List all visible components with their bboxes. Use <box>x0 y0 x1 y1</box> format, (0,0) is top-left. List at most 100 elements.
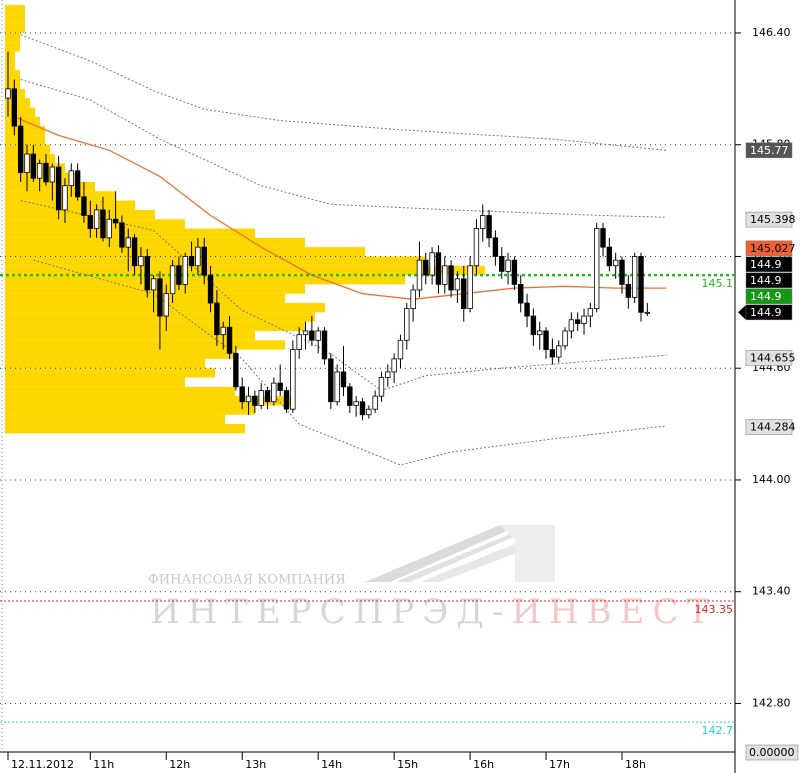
candle-body <box>404 308 410 341</box>
y-tick-label: 143.40 <box>752 585 791 598</box>
profile-bar <box>5 349 235 359</box>
candle-body <box>315 330 321 341</box>
candle-body <box>524 302 530 317</box>
candle-body <box>5 88 11 99</box>
profile-bar <box>5 228 255 238</box>
y-tick-label: 144.00 <box>752 473 791 486</box>
candle-body <box>353 401 359 406</box>
candle-body <box>448 265 454 291</box>
overlay-line <box>20 34 667 151</box>
candle-body <box>188 256 195 267</box>
level-label: 142.7 <box>702 724 734 737</box>
candle-body <box>397 339 404 360</box>
candle-body <box>328 358 334 403</box>
candle-body <box>467 265 473 310</box>
profile-bar <box>5 200 135 210</box>
candle-body <box>347 386 353 406</box>
candle-body <box>81 196 87 216</box>
price-marker: 145.77 <box>745 142 793 159</box>
candle-body <box>125 237 131 248</box>
profile-bar <box>5 5 25 15</box>
y-tick-label: 142.80 <box>752 696 791 709</box>
price-marker: 145.027 <box>745 240 796 257</box>
candle-body <box>271 382 277 403</box>
x-tick-label: 12h <box>169 758 190 771</box>
candle-body <box>119 222 125 248</box>
candle-body <box>499 256 505 272</box>
candle-body <box>442 265 448 285</box>
candle-body <box>410 289 416 310</box>
candle-body <box>385 371 391 378</box>
candle-body <box>201 246 207 276</box>
watermark-logo <box>365 525 555 582</box>
watermark-company: ФИНАНСОВАЯ КОМПАНИЯ <box>148 573 346 588</box>
marker-box <box>745 142 793 159</box>
candle-body <box>593 228 600 310</box>
watermark-name-2: ИНВЕСТ <box>511 592 717 632</box>
candle-body <box>359 401 366 416</box>
candle-body <box>264 390 271 403</box>
candle-body <box>372 395 378 410</box>
candle-body <box>252 395 258 406</box>
overlay-line <box>14 116 667 300</box>
profile-bar <box>5 60 15 71</box>
candle-body <box>277 382 283 391</box>
candle-body <box>245 395 252 403</box>
marker-label: 144.655 <box>750 351 796 364</box>
profile-bar <box>5 144 50 155</box>
candle-body <box>138 256 144 267</box>
profile-bar <box>5 405 255 415</box>
candle-body <box>429 252 435 276</box>
candle-body <box>55 166 62 211</box>
marker-label: 144.9 <box>750 274 782 287</box>
candle-body <box>461 278 467 310</box>
marker-label: 144.9 <box>750 290 782 303</box>
marker-box <box>745 211 793 228</box>
candle-body <box>492 237 499 257</box>
candle-body <box>480 215 486 229</box>
candle-body <box>157 278 163 317</box>
candle-body <box>556 345 562 358</box>
profile-bar <box>5 209 155 220</box>
marker-label: 145.77 <box>750 144 789 157</box>
candle-body <box>568 319 575 332</box>
candle-body <box>543 330 549 350</box>
marker-box <box>745 272 793 289</box>
profile-bar <box>5 340 285 350</box>
candle-body <box>581 315 587 324</box>
profile-bar <box>5 181 95 192</box>
candle-body <box>11 88 18 127</box>
candle-body <box>239 386 245 403</box>
candle-body <box>625 283 632 298</box>
x-tick-label: 11h <box>93 758 114 771</box>
marker-label: 145.027 <box>750 242 796 255</box>
profile-bar <box>5 70 20 80</box>
marker-label: 145.398 <box>750 213 796 226</box>
profile-bar <box>5 42 20 52</box>
y-tick-label: 146.40 <box>752 26 791 39</box>
candle-body <box>283 390 290 410</box>
candle-body <box>378 377 385 397</box>
candle-body <box>518 283 524 304</box>
overlay-line <box>20 79 667 218</box>
profile-bar <box>5 414 225 425</box>
profile-bar <box>5 237 305 248</box>
profile-bar <box>5 23 25 33</box>
candle-body <box>112 218 119 224</box>
marker-label: 144.9 <box>750 258 782 271</box>
candle-body <box>505 259 511 272</box>
candle-body <box>416 259 423 291</box>
candle-body <box>182 256 188 285</box>
candle-body <box>220 326 226 336</box>
candle-body <box>587 308 594 317</box>
profile-bar <box>5 396 295 406</box>
candle-body <box>207 274 214 304</box>
profile-bar <box>5 51 15 61</box>
candle-body <box>68 170 74 187</box>
candle-body <box>366 408 372 416</box>
candle-body <box>391 358 397 373</box>
candle-body <box>606 246 613 267</box>
candle-body <box>214 302 220 336</box>
candle-body <box>195 246 201 267</box>
